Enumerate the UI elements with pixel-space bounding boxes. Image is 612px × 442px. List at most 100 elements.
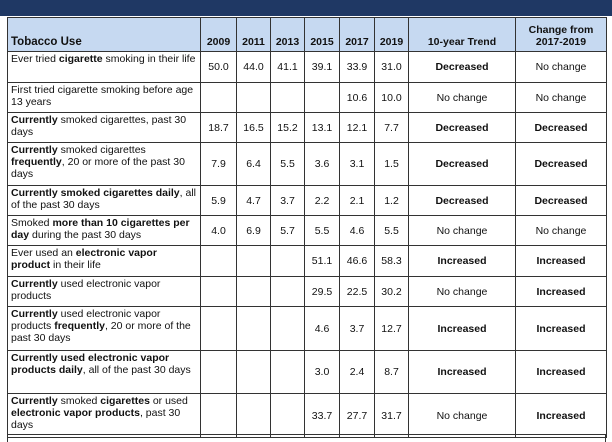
value-cell: [200, 350, 237, 394]
value-cell: 6.9: [236, 215, 271, 246]
row-label: Smoked more than 10 cigarettes per day d…: [7, 215, 201, 246]
label-part: electronic vapor products: [11, 407, 140, 419]
value-cell: 10.6: [339, 82, 375, 113]
value-cell: [270, 245, 305, 277]
label-part: , past 30 days: [11, 407, 181, 431]
trend-cell: Increased: [515, 393, 607, 438]
value-cell: [236, 306, 271, 351]
value-cell: [236, 82, 271, 113]
table-row: Currently smoked cigarettes, past 30 day…: [7, 112, 607, 143]
trend-cell: No change: [515, 82, 607, 113]
label-part: Currently: [11, 308, 58, 320]
label-part: smoked cigarettes, past 30 days: [11, 114, 187, 138]
value-cell: [236, 393, 271, 438]
label-part: Currently: [11, 278, 58, 290]
value-cell: [200, 82, 237, 113]
value-cell: 31.0: [374, 51, 409, 83]
trend-cell: Increased: [408, 306, 516, 351]
label-part: cigarette: [58, 53, 103, 65]
trend-cell: No change: [408, 393, 516, 438]
label-part: , 20 or more of the past 30 days: [11, 320, 191, 344]
value-cell: 5.7: [270, 215, 305, 246]
trend-cell: No change: [408, 82, 516, 113]
value-cell: 39.1: [304, 51, 340, 83]
label-part: , all of the past 30 days: [11, 187, 196, 211]
table-row: Currently used electronic vapor products…: [7, 306, 607, 351]
table-row: First tried cigarette smoking before age…: [7, 82, 607, 113]
label-part: Ever tried: [11, 53, 59, 65]
value-cell: 30.2: [374, 276, 409, 307]
label-part: during the past 30 days: [29, 229, 142, 241]
trend-cell: Decreased: [408, 51, 516, 83]
tobacco-table: Tobacco Use 2009 2011 2013 2015 2017 2019 10-ye…: [7, 17, 607, 438]
value-cell: 10.0: [374, 82, 409, 113]
value-cell: 4.7: [236, 185, 271, 216]
value-cell: 58.3: [374, 245, 409, 277]
label-part: or used: [149, 395, 188, 407]
value-cell: 15.2: [270, 112, 305, 143]
value-cell: [270, 350, 305, 394]
trend-cell: Increased: [408, 350, 516, 394]
table-row: Currently smoked cigarettes frequently, …: [7, 142, 607, 186]
trend-cell: Decreased: [515, 185, 607, 216]
label-part: Currently: [11, 114, 58, 126]
value-cell: 5.5: [374, 215, 409, 246]
table-row: Currently used electronic vapor products…: [7, 276, 607, 307]
header-cell: 2019: [374, 17, 409, 52]
trend-cell: Decreased: [408, 185, 516, 216]
header-cell: 2011: [236, 17, 271, 52]
value-cell: [270, 276, 305, 307]
header-cell: Change from 2017-2019: [515, 17, 607, 52]
label-part: First tried cigarette smoking before age…: [11, 84, 194, 108]
header-cell: 2009: [200, 17, 237, 52]
row-label: First tried cigarette smoking before age…: [7, 82, 201, 113]
header-row: Tobacco Use 2009 2011 2013 2015 2017 2019 10-ye…: [7, 17, 607, 52]
trend-cell: No change: [515, 215, 607, 246]
trend-cell: No change: [408, 215, 516, 246]
table-row: Currently smoked cigarettes daily, all o…: [7, 185, 607, 216]
row-label: Ever used an electronic vapor product in…: [7, 245, 201, 277]
trend-cell: No change: [515, 51, 607, 83]
value-cell: 4.6: [339, 215, 375, 246]
row-label: Currently used electronic vapor products…: [7, 306, 201, 351]
row-label: Currently smoked cigarettes, past 30 day…: [7, 112, 201, 143]
value-cell: 3.7: [270, 185, 305, 216]
row-label: Currently smoked cigarettes daily, all o…: [7, 185, 201, 216]
value-cell: [270, 393, 305, 438]
label-part: used electronic vapor products: [11, 308, 161, 332]
label-part: smoking in their life: [102, 53, 196, 65]
label-part: Currently: [11, 395, 58, 407]
value-cell: 3.0: [304, 350, 340, 394]
label-part: , all of the past 30 days: [82, 364, 191, 376]
value-cell: 27.7: [339, 393, 375, 438]
trend-cell: Decreased: [515, 112, 607, 143]
value-cell: 3.7: [339, 306, 375, 351]
value-cell: 5.5: [304, 215, 340, 246]
label-part: electronic vapor product: [11, 247, 157, 271]
value-cell: 46.6: [339, 245, 375, 277]
value-cell: 50.0: [200, 51, 237, 83]
label-part: Smoked: [11, 217, 53, 229]
value-cell: [200, 276, 237, 307]
label-part: frequently: [11, 156, 62, 168]
value-cell: 3.6: [304, 142, 340, 186]
header-cell: Tobacco Use: [7, 17, 201, 52]
value-cell: 41.1: [270, 51, 305, 83]
value-cell: 2.1: [339, 185, 375, 216]
table-row: Currently used electronic vapor products…: [7, 350, 607, 394]
trend-cell: Increased: [515, 276, 607, 307]
label-part: Ever used an: [11, 247, 76, 259]
value-cell: 8.7: [374, 350, 409, 394]
label-part: used electronic vapor products: [11, 278, 161, 302]
trend-cell: Increased: [515, 245, 607, 277]
value-cell: [270, 82, 305, 113]
header-cell: 2017: [339, 17, 375, 52]
value-cell: 1.2: [374, 185, 409, 216]
value-cell: 33.9: [339, 51, 375, 83]
table-row: Currently smoked cigarettes or used elec…: [7, 393, 607, 438]
label-part: cigarettes: [100, 395, 150, 407]
row-label: Ever tried cigarette smoking in their li…: [7, 51, 201, 83]
label-part: Currently used electronic vapor products…: [11, 352, 170, 376]
label-part: smoked: [57, 395, 101, 407]
